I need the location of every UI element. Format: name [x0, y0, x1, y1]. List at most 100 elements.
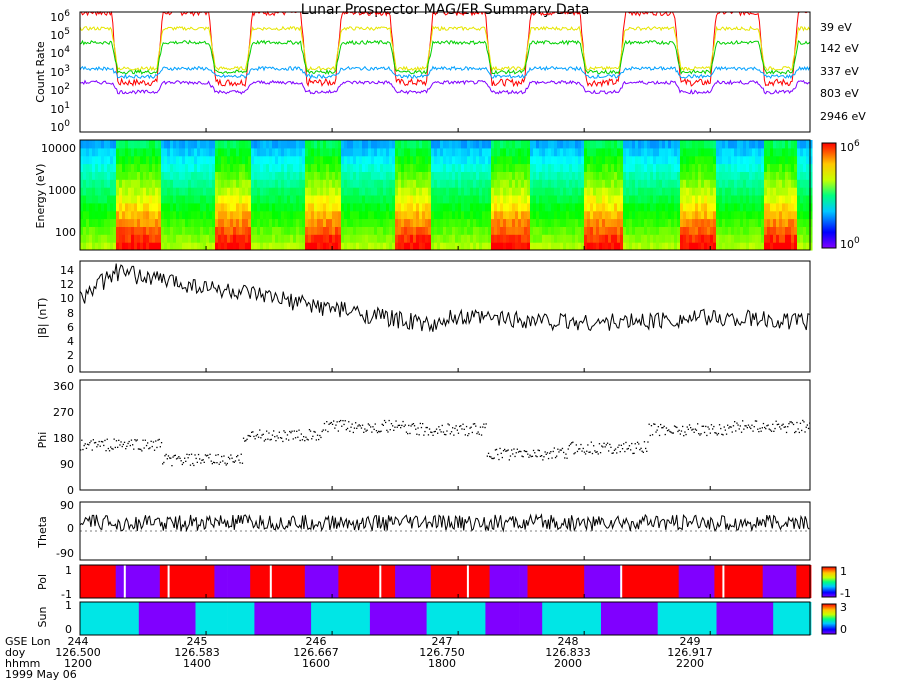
- pol-bar: [302, 565, 306, 598]
- energy-cell: [266, 155, 270, 165]
- pol-bar: [792, 565, 795, 598]
- energy-cell: [182, 187, 186, 196]
- energy-cell: [272, 179, 276, 188]
- energy-cell: [140, 147, 144, 157]
- energy-cell: [725, 163, 729, 172]
- energy-cell: [518, 195, 522, 204]
- energy-cell: [650, 140, 654, 149]
- energy-cell: [260, 218, 264, 227]
- energy-cell: [806, 210, 810, 220]
- energy-cell: [350, 218, 354, 227]
- energy-cell: [113, 147, 117, 157]
- energy-cell: [179, 226, 183, 235]
- energy-cell: [338, 163, 342, 172]
- sun-bar: [550, 602, 554, 635]
- energy-cell: [227, 163, 231, 172]
- energy-cell: [113, 210, 117, 220]
- energy-cell: [590, 234, 594, 243]
- energy-cell: [731, 242, 735, 251]
- phi-point: [446, 430, 448, 432]
- energy-cell: [365, 155, 369, 165]
- phi-point: [643, 441, 646, 443]
- energy-cell: [197, 242, 201, 251]
- phi-point: [352, 431, 354, 434]
- energy-cell: [521, 218, 525, 227]
- energy-cell: [587, 171, 591, 180]
- energy-cell: [497, 147, 501, 157]
- energy-cell: [551, 147, 555, 157]
- sun-bar: [760, 602, 764, 635]
- energy-cell: [797, 242, 801, 251]
- energy-cell: [689, 171, 693, 180]
- energy-cell: [116, 202, 120, 212]
- energy-cell: [773, 187, 777, 196]
- energy-cell: [590, 147, 594, 157]
- energy-cell: [257, 242, 261, 251]
- energy-cell: [773, 234, 777, 243]
- energy-cell: [284, 226, 288, 235]
- energy-cell: [722, 140, 726, 149]
- energy-cell: [116, 155, 120, 165]
- pol-bar: [674, 565, 677, 598]
- pol-bar: [397, 565, 400, 598]
- energy-cell: [275, 163, 279, 172]
- sun-bar: [624, 602, 627, 635]
- energy-cell: [641, 155, 645, 165]
- energy-cell: [452, 171, 456, 180]
- energy-cell: [548, 187, 552, 196]
- energy-cell: [752, 242, 756, 251]
- energy-cell: [89, 195, 93, 204]
- phi-point: [594, 450, 596, 452]
- energy-cell: [599, 210, 603, 220]
- doy-tick: 126.917: [667, 646, 713, 659]
- energy-cell: [329, 187, 333, 196]
- sun-bar: [781, 602, 785, 635]
- energy-cell: [320, 226, 324, 235]
- energy-cell: [686, 210, 690, 220]
- sun-bar: [195, 602, 198, 635]
- energy-cell: [563, 155, 567, 165]
- pol-bar: [661, 565, 665, 598]
- energy-cell: [263, 187, 267, 196]
- energy-cell: [605, 155, 609, 165]
- pol-bar: [695, 565, 698, 598]
- energy-cell: [689, 179, 693, 188]
- energy-cell: [779, 140, 783, 149]
- energy-cell: [506, 187, 510, 196]
- energy-cell: [560, 163, 564, 172]
- energy-cell: [773, 226, 777, 235]
- energy-cell: [404, 210, 408, 220]
- energy-cell: [779, 171, 783, 180]
- energy-cell: [809, 171, 813, 180]
- sun-bar: [687, 602, 690, 635]
- energy-cell: [785, 242, 789, 251]
- energy-cell: [254, 171, 258, 180]
- b-tick: 2: [67, 349, 74, 362]
- energy-cell: [149, 195, 153, 204]
- energy-cell: [308, 234, 312, 243]
- energy-cell: [95, 195, 99, 204]
- pol-bar: [622, 565, 625, 598]
- phi-point: [140, 448, 142, 451]
- energy-cell: [737, 187, 741, 196]
- sun-bar: [569, 602, 572, 635]
- energy-cell: [479, 226, 483, 235]
- energy-cell: [191, 226, 195, 235]
- energy-cell: [335, 147, 339, 157]
- energy-cell: [761, 187, 765, 196]
- energy-cell: [245, 218, 249, 227]
- sun-bar: [208, 602, 211, 635]
- energy-cell: [566, 179, 570, 188]
- phi-point: [665, 427, 668, 429]
- energy-cell: [302, 179, 306, 188]
- energy-cell: [533, 242, 537, 251]
- energy-cell: [437, 140, 441, 149]
- energy-cell: [182, 140, 186, 149]
- energy-cell: [251, 242, 255, 251]
- phi-point: [731, 431, 733, 433]
- energy-cell: [620, 155, 624, 165]
- energy-cell: [692, 147, 696, 157]
- energy-cell: [467, 171, 471, 180]
- phi-point: [204, 454, 207, 456]
- energy-cell: [761, 179, 765, 188]
